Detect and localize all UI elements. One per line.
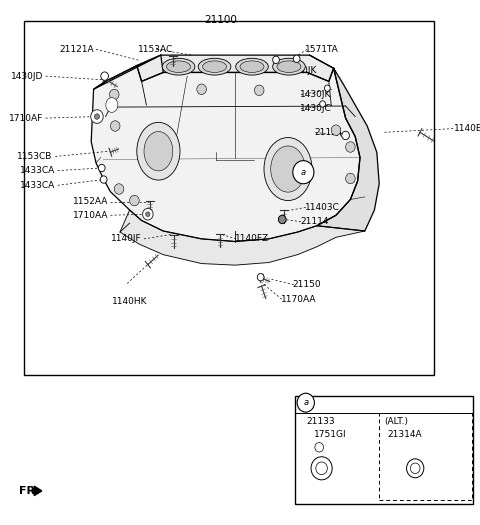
Circle shape: [346, 142, 355, 152]
Ellipse shape: [203, 61, 227, 72]
Text: 1140FZ: 1140FZ: [235, 234, 269, 244]
Circle shape: [293, 161, 314, 184]
Text: (ALT.): (ALT.): [384, 416, 408, 426]
Circle shape: [197, 84, 206, 94]
Circle shape: [110, 121, 120, 131]
Ellipse shape: [236, 58, 268, 75]
Text: 21121A: 21121A: [59, 45, 94, 54]
Circle shape: [316, 462, 327, 475]
Text: 1153CB: 1153CB: [17, 152, 53, 161]
Circle shape: [278, 215, 286, 224]
Circle shape: [100, 176, 107, 183]
Text: a: a: [303, 398, 308, 407]
Bar: [379, 413, 472, 500]
Circle shape: [109, 89, 119, 100]
Circle shape: [95, 114, 99, 119]
Ellipse shape: [167, 61, 191, 72]
Text: 1433CA: 1433CA: [20, 181, 55, 190]
Ellipse shape: [162, 58, 195, 75]
Bar: [295, 396, 473, 504]
Text: 1140JF: 1140JF: [111, 234, 142, 244]
Polygon shape: [91, 66, 360, 242]
Circle shape: [101, 72, 108, 80]
Text: 21150: 21150: [293, 280, 322, 289]
Ellipse shape: [137, 122, 180, 180]
Text: 21133: 21133: [306, 416, 335, 426]
Text: 1170AA: 1170AA: [281, 295, 316, 304]
Text: 1140EJ: 1140EJ: [454, 124, 480, 133]
Circle shape: [254, 85, 264, 96]
Circle shape: [114, 184, 124, 194]
Ellipse shape: [144, 132, 173, 171]
Circle shape: [146, 212, 150, 216]
Polygon shape: [94, 55, 161, 89]
Circle shape: [315, 443, 324, 452]
Circle shape: [311, 457, 332, 480]
FancyArrow shape: [33, 486, 42, 496]
Text: 21100: 21100: [204, 15, 237, 25]
Text: 1710AA: 1710AA: [72, 211, 108, 220]
Ellipse shape: [277, 61, 301, 72]
Text: 1430JK: 1430JK: [286, 66, 317, 76]
Circle shape: [297, 393, 314, 412]
Text: 1153AC: 1153AC: [138, 45, 174, 54]
Ellipse shape: [264, 138, 312, 201]
Text: 21124: 21124: [314, 128, 343, 137]
Text: 1751GI: 1751GI: [314, 429, 347, 439]
Text: 1433CA: 1433CA: [20, 166, 55, 175]
Circle shape: [324, 85, 330, 91]
Text: 1710AF: 1710AF: [9, 113, 43, 123]
Text: 21314A: 21314A: [388, 429, 422, 439]
Circle shape: [91, 110, 103, 123]
Text: 21114: 21114: [300, 217, 328, 226]
Polygon shape: [317, 68, 379, 231]
Ellipse shape: [273, 58, 305, 75]
Text: 1430JD: 1430JD: [11, 71, 43, 81]
Circle shape: [293, 55, 300, 62]
Ellipse shape: [271, 146, 305, 192]
Text: FR.: FR.: [19, 486, 40, 496]
Circle shape: [407, 459, 424, 478]
Ellipse shape: [240, 61, 264, 72]
Text: 11403C: 11403C: [305, 203, 340, 212]
Ellipse shape: [106, 98, 118, 112]
Polygon shape: [137, 55, 334, 81]
Polygon shape: [120, 210, 365, 265]
Circle shape: [143, 208, 153, 220]
Circle shape: [98, 164, 105, 172]
Ellipse shape: [198, 58, 231, 75]
Text: 1430JK: 1430JK: [300, 90, 331, 99]
Text: a: a: [301, 167, 306, 177]
Text: 1430JC: 1430JC: [300, 104, 332, 113]
Circle shape: [257, 274, 264, 281]
Text: 1140HK: 1140HK: [112, 297, 147, 306]
Bar: [24, 21, 434, 375]
Circle shape: [320, 101, 325, 107]
Text: 1152AA: 1152AA: [72, 197, 108, 206]
Circle shape: [346, 173, 355, 184]
Circle shape: [342, 131, 349, 140]
Circle shape: [331, 125, 341, 135]
Circle shape: [130, 195, 139, 206]
Text: 1571TA: 1571TA: [305, 45, 338, 54]
Circle shape: [273, 56, 279, 64]
Circle shape: [410, 463, 420, 474]
